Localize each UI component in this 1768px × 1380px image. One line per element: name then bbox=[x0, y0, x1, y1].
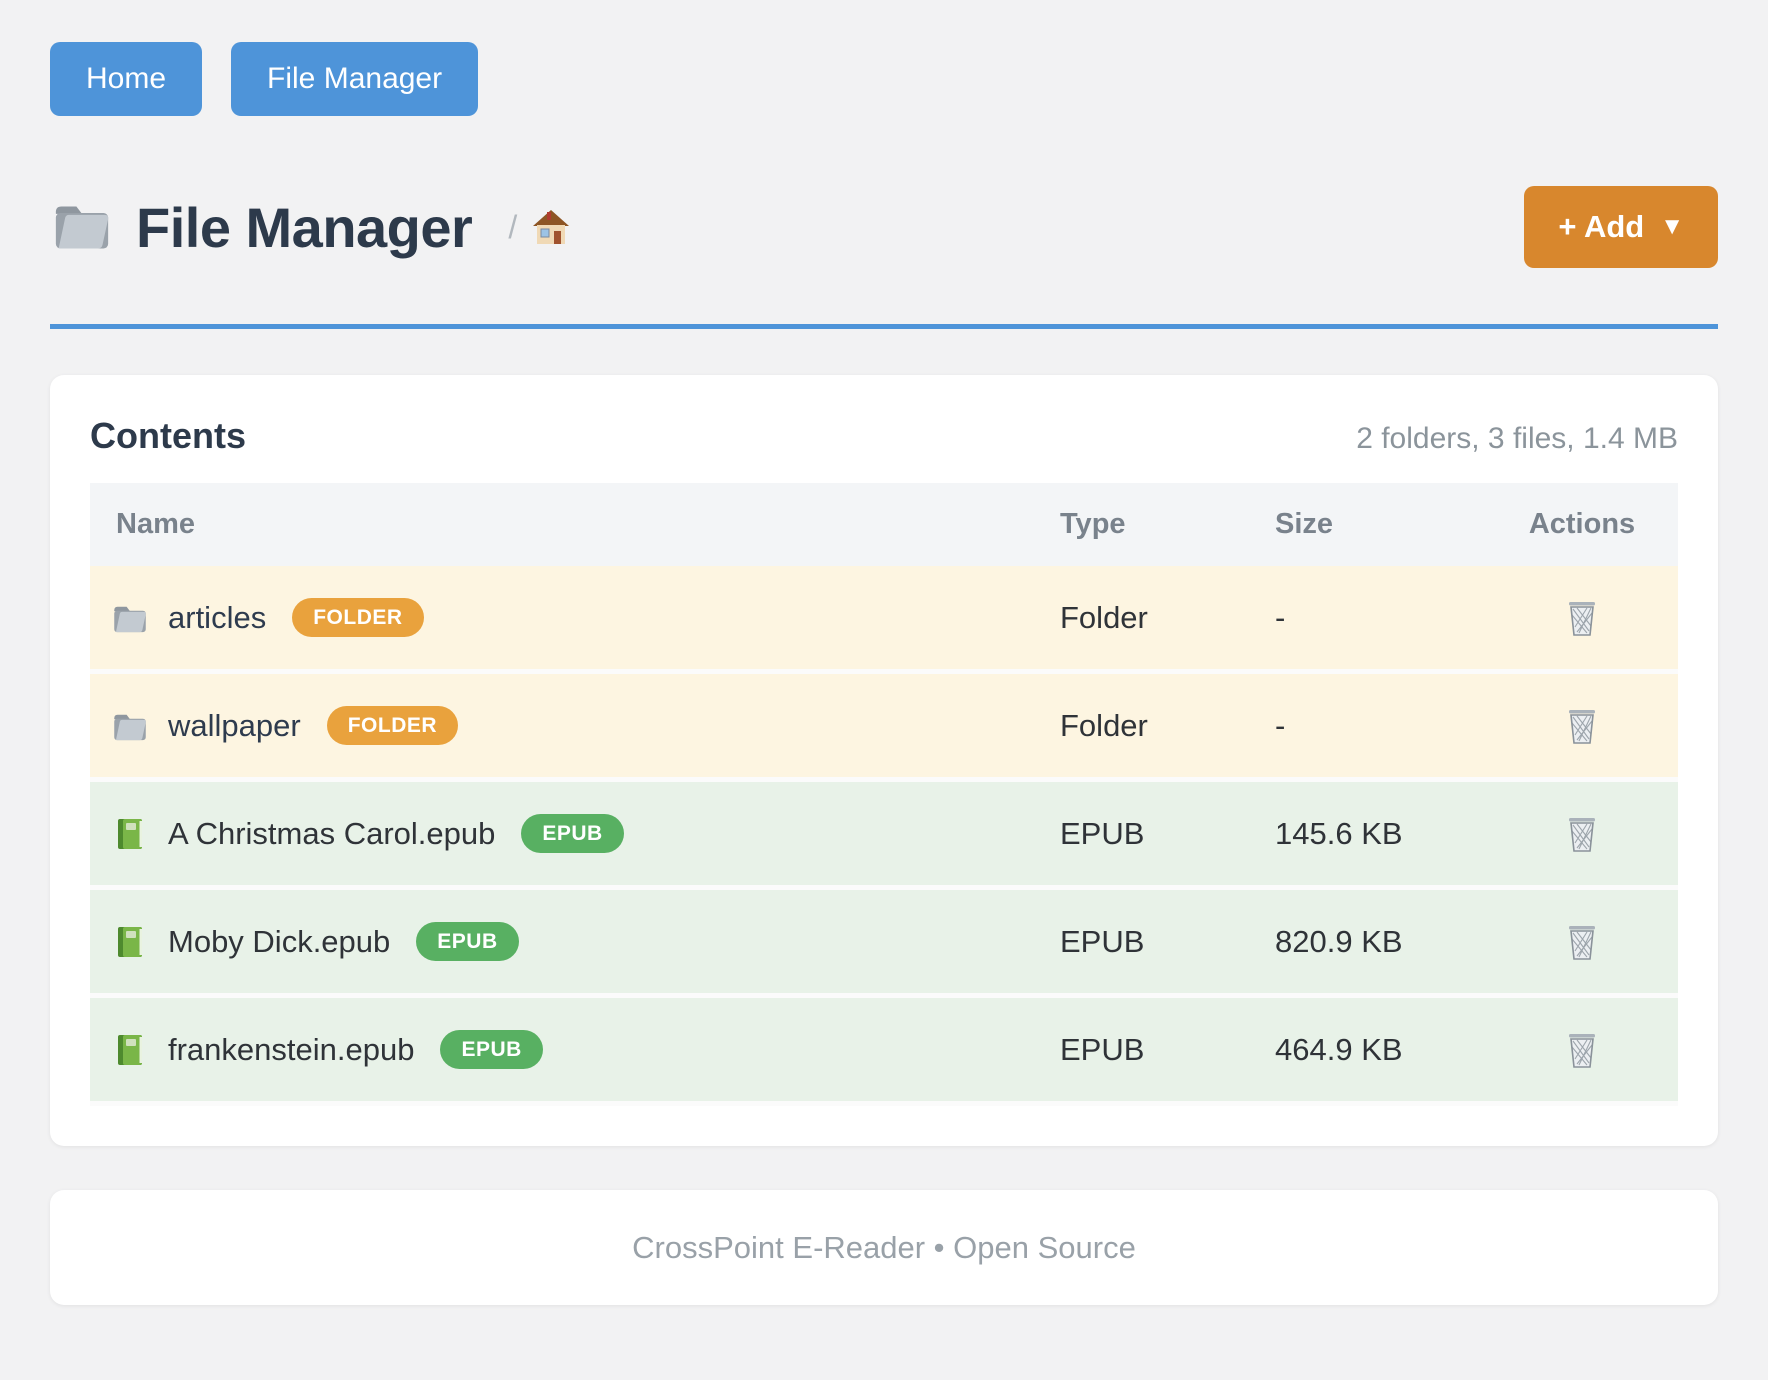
trash-icon bbox=[1568, 1032, 1596, 1068]
column-header-actions: Actions bbox=[1528, 508, 1636, 540]
file-type-cell: Folder bbox=[1060, 599, 1148, 635]
file-type-cell: Folder bbox=[1060, 707, 1148, 743]
footer-text: CrossPoint E-Reader • Open Source bbox=[632, 1229, 1136, 1265]
file-name[interactable]: A Christmas Carol.epub bbox=[168, 815, 496, 851]
file-size-cell: 145.6 KB bbox=[1275, 815, 1403, 851]
file-type-badge: FOLDER bbox=[326, 706, 459, 745]
page-title: File Manager bbox=[136, 195, 473, 259]
table-row[interactable]: wallpaper FOLDER Folder - bbox=[90, 674, 1678, 782]
table-row[interactable]: frankenstein.epub EPUB EPUB 464.9 KB bbox=[90, 998, 1678, 1106]
file-type-cell: EPUB bbox=[1060, 1031, 1145, 1067]
file-type-badge: EPUB bbox=[521, 814, 624, 853]
delete-button[interactable] bbox=[1561, 703, 1603, 749]
file-type-badge: FOLDER bbox=[292, 598, 424, 637]
delete-button[interactable] bbox=[1561, 811, 1603, 857]
book-icon bbox=[118, 926, 142, 957]
nav-home-button[interactable]: Home bbox=[50, 42, 203, 116]
file-type-badge: EPUB bbox=[416, 922, 519, 961]
add-button[interactable]: + Add ▼ bbox=[1524, 186, 1718, 268]
table-row[interactable]: A Christmas Carol.epub EPUB EPUB 145.6 K… bbox=[90, 782, 1678, 890]
trash-icon bbox=[1568, 600, 1596, 636]
add-button-label: + Add bbox=[1558, 209, 1645, 244]
file-name-cell: Moby Dick.epub EPUB bbox=[90, 922, 1034, 961]
file-type-cell: EPUB bbox=[1060, 923, 1145, 959]
file-size-cell: 464.9 KB bbox=[1275, 1031, 1403, 1067]
file-actions-cell bbox=[1486, 703, 1678, 749]
book-icon bbox=[118, 818, 142, 849]
file-size-cell: 820.9 KB bbox=[1275, 923, 1403, 959]
trash-icon bbox=[1568, 708, 1596, 744]
top-nav: Home File Manager bbox=[50, 42, 1718, 116]
footer: CrossPoint E-Reader • Open Source bbox=[50, 1190, 1718, 1305]
delete-button[interactable] bbox=[1561, 1027, 1603, 1073]
breadcrumb: / bbox=[508, 208, 571, 246]
trash-icon bbox=[1568, 924, 1596, 960]
delete-button[interactable] bbox=[1561, 595, 1603, 641]
table-row[interactable]: Moby Dick.epub EPUB EPUB 820.9 KB bbox=[90, 890, 1678, 998]
title-divider bbox=[50, 324, 1718, 329]
file-name[interactable]: wallpaper bbox=[168, 707, 301, 743]
table-body: articles FOLDER Folder - wallpaper FOLDE… bbox=[90, 566, 1678, 1106]
page-header: File Manager / + Add ▼ bbox=[50, 186, 1718, 268]
file-manager-page: Home File Manager File Manager / + Add ▼… bbox=[50, 0, 1718, 1305]
files-table: Name Type Size Actions articles FOLDER F… bbox=[90, 483, 1678, 1106]
column-header-name: Name bbox=[116, 508, 195, 540]
delete-button[interactable] bbox=[1561, 919, 1603, 965]
contents-card-header: Contents 2 folders, 3 files, 1.4 MB bbox=[90, 415, 1678, 457]
file-name-cell: articles FOLDER bbox=[90, 598, 1034, 637]
file-name-cell: A Christmas Carol.epub EPUB bbox=[90, 814, 1034, 853]
title-group: File Manager / bbox=[50, 195, 571, 260]
contents-summary: 2 folders, 3 files, 1.4 MB bbox=[1356, 422, 1678, 455]
file-type-cell: EPUB bbox=[1060, 815, 1145, 851]
contents-card: Contents 2 folders, 3 files, 1.4 MB Name… bbox=[50, 375, 1718, 1146]
home-icon[interactable] bbox=[531, 208, 571, 246]
trash-icon bbox=[1568, 816, 1596, 852]
folder-icon bbox=[114, 714, 146, 740]
file-size-cell: - bbox=[1275, 599, 1286, 635]
contents-title: Contents bbox=[90, 415, 246, 456]
breadcrumb-separator: / bbox=[508, 208, 518, 245]
book-icon bbox=[118, 1034, 142, 1065]
nav-file-manager-button[interactable]: File Manager bbox=[231, 42, 479, 116]
file-type-badge: EPUB bbox=[440, 1030, 543, 1069]
file-actions-cell bbox=[1486, 1027, 1678, 1073]
file-actions-cell bbox=[1486, 811, 1678, 857]
column-header-type: Type bbox=[1060, 508, 1126, 540]
table-header-row: Name Type Size Actions bbox=[90, 483, 1678, 566]
file-actions-cell bbox=[1486, 919, 1678, 965]
folder-icon bbox=[55, 206, 109, 249]
column-header-size: Size bbox=[1275, 508, 1334, 540]
file-name-cell: wallpaper FOLDER bbox=[90, 706, 1034, 745]
file-name[interactable]: frankenstein.epub bbox=[168, 1031, 415, 1067]
file-actions-cell bbox=[1486, 595, 1678, 641]
file-name[interactable]: Moby Dick.epub bbox=[168, 923, 391, 959]
table-row[interactable]: articles FOLDER Folder - bbox=[90, 566, 1678, 674]
file-size-cell: - bbox=[1275, 707, 1286, 743]
folder-icon bbox=[114, 606, 146, 632]
file-name-cell: frankenstein.epub EPUB bbox=[90, 1030, 1034, 1069]
chevron-down-icon: ▼ bbox=[1660, 213, 1684, 240]
file-name[interactable]: articles bbox=[168, 599, 267, 635]
